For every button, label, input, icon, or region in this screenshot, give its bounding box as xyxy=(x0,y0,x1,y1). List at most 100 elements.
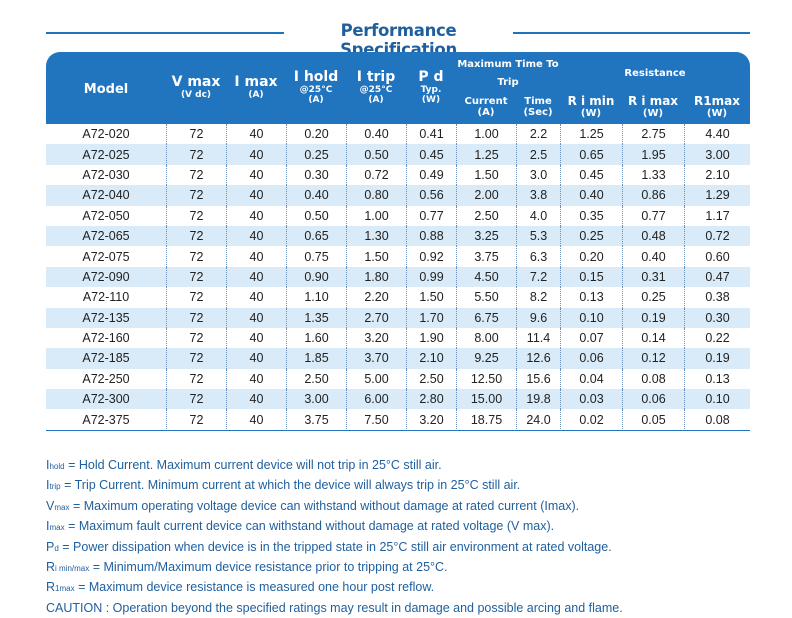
table-cell: 0.77 xyxy=(406,205,456,226)
table-cell: 1.70 xyxy=(406,307,456,328)
spec-table-body: A72-020 72 40 0.20 0.40 0.41 1.00 2.2 1.25 2.75 4.… xyxy=(46,124,751,431)
table-cell: 1.29 xyxy=(684,185,751,206)
note-text: = Maximum device resistance is measured … xyxy=(74,580,435,595)
table-cell: 0.08 xyxy=(684,409,751,431)
table-cell: 0.40 xyxy=(622,246,684,267)
table-cell: 2.50 xyxy=(406,368,456,390)
header-r1max: R1max (W) xyxy=(684,90,751,124)
table-cell: 40 xyxy=(226,164,286,186)
table-cell: 1.33 xyxy=(622,164,684,186)
note-symbol-subscript: trip xyxy=(49,482,61,492)
table-cell: 1.25 xyxy=(456,144,516,165)
table-cell: 40 xyxy=(226,287,286,308)
table-cell: 0.30 xyxy=(286,164,346,186)
model-cell: A72-040 xyxy=(46,185,166,206)
note-text: = Trip Current. Minimum current at which… xyxy=(60,478,521,493)
table-row: A72-030 72 40 0.30 0.72 0.49 1.50 3.0 0.45 1.33 2.… xyxy=(46,164,750,186)
table-cell: 0.45 xyxy=(560,164,622,186)
note-line: Pd = Power dissipation when device is in… xyxy=(46,538,746,558)
table-cell: 1.00 xyxy=(456,124,516,145)
title-rule-left xyxy=(46,32,284,34)
table-cell: 12.6 xyxy=(516,348,561,369)
model-cell: A72-135 xyxy=(46,307,166,328)
table-cell: 72 xyxy=(166,164,226,186)
note-line: Ri min/max = Minimum/Maximum device resi… xyxy=(46,558,746,578)
model-cell: A72-020 xyxy=(82,127,130,142)
table-cell: 0.19 xyxy=(684,348,751,369)
table-cell: 3.8 xyxy=(516,185,561,206)
model-cell: A72-025 xyxy=(46,144,166,165)
table-cell: 72 xyxy=(166,205,226,226)
table-cell: 0.25 xyxy=(286,144,346,165)
table-cell: 72 xyxy=(166,409,226,431)
table-cell: 0.31 xyxy=(622,266,685,288)
table-row: A72-025 72 40 0.25 0.50 0.45 1.25 2.5 0.65 1.95 3.… xyxy=(46,144,751,165)
table-row: A72-250 72 40 2.50 5.00 2.50 12.50 15.6 0.04 0.08… xyxy=(46,368,750,390)
table-cell: 0.13 xyxy=(684,368,750,390)
table-cell: 72 xyxy=(166,124,226,145)
table-cell: 1.95 xyxy=(622,144,685,165)
spec-table-container: Model V max (V dc) I max (A) I hold @25°C (A… xyxy=(46,52,751,431)
note-symbol: P xyxy=(46,539,55,554)
header-time: Time (Sec) xyxy=(516,90,561,124)
table-cell: 72 xyxy=(166,246,226,267)
header-pd: P d Typ. (W) xyxy=(406,52,456,124)
table-cell: 1.50 xyxy=(406,287,456,308)
table-cell: 1.50 xyxy=(346,246,406,267)
table-cell: 40 xyxy=(226,307,286,328)
table-cell: 0.06 xyxy=(560,348,623,369)
note-symbol-subscript: hold xyxy=(49,462,65,471)
header-ihold: I hold @25°C (A) xyxy=(286,52,346,124)
model-cell: A72-090 xyxy=(46,266,166,288)
table-cell: 6.3 xyxy=(516,246,560,267)
model-cell: A72-185 xyxy=(46,348,166,369)
table-cell: 4.0 xyxy=(516,205,560,226)
table-cell: 3.25 xyxy=(456,225,516,247)
table-cell: 0.25 xyxy=(622,287,684,308)
table-cell: 40 xyxy=(226,368,286,390)
table-cell: 2.10 xyxy=(406,348,456,369)
model-cell: A72-110 xyxy=(82,290,130,305)
table-cell: 40 xyxy=(226,205,286,226)
header-rimin: R i min (W) xyxy=(560,90,623,124)
table-cell: 40 xyxy=(226,185,286,206)
table-cell: 0.40 xyxy=(286,185,346,206)
model-cell: A72-050 xyxy=(82,208,130,223)
table-cell: 0.60 xyxy=(684,246,750,267)
table-cell: 2.70 xyxy=(346,307,406,328)
table-cell: 4.50 xyxy=(456,266,516,288)
table-cell: 15.6 xyxy=(516,368,560,390)
header-model: Model xyxy=(46,52,166,124)
table-row: A72-075 72 40 0.75 1.50 0.92 3.75 6.3 0.20 0.40 0.… xyxy=(46,246,750,267)
table-cell: 0.10 xyxy=(560,307,623,328)
model-cell: A72-065 xyxy=(46,225,166,247)
table-cell: 0.56 xyxy=(406,185,456,206)
note-symbol-subscript: i min/max xyxy=(55,564,90,574)
table-row: A72-090 72 40 0.90 1.80 0.99 4.50 7.2 0.15 0.31 0.… xyxy=(46,266,751,288)
table-cell: 8.2 xyxy=(516,287,560,308)
table-cell: 7.2 xyxy=(516,266,561,288)
table-row: A72-375 72 40 3.75 7.50 3.20 18.75 24.0 0.02 0.05… xyxy=(46,409,751,431)
note-symbol: I xyxy=(46,478,50,493)
table-cell: 0.92 xyxy=(406,246,456,267)
table-cell: 0.49 xyxy=(406,164,456,186)
table-cell: 3.00 xyxy=(286,389,346,410)
table-cell: 6.00 xyxy=(346,389,406,410)
table-row: A72-185 72 40 1.85 3.70 2.10 9.25 12.6 0.06 0.12 0… xyxy=(46,348,751,369)
table-cell: 0.41 xyxy=(406,124,456,145)
table-cell: 0.50 xyxy=(286,205,346,226)
table-cell: 7.50 xyxy=(346,409,406,431)
table-cell: 40 xyxy=(226,246,286,267)
table-cell: 0.25 xyxy=(560,225,623,247)
table-cell: 1.60 xyxy=(286,327,346,349)
table-cell: 12.50 xyxy=(456,368,516,390)
table-row: A72-040 72 40 0.40 0.80 0.56 2.00 3.8 0.40 0.86 1.… xyxy=(46,185,751,206)
table-cell: 0.40 xyxy=(560,185,623,206)
table-cell: 0.30 xyxy=(684,307,751,328)
model-cell: A72-300 xyxy=(46,389,166,410)
table-cell: 15.00 xyxy=(456,389,516,410)
table-cell: 0.03 xyxy=(560,389,623,410)
table-row: A72-160 72 40 1.60 3.20 1.90 8.00 11.4 0.07 0.14 0… xyxy=(46,327,750,349)
table-cell: 0.86 xyxy=(622,185,685,206)
table-cell: 0.12 xyxy=(622,348,685,369)
